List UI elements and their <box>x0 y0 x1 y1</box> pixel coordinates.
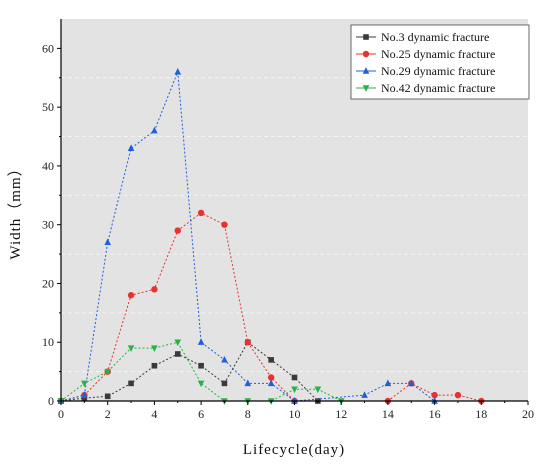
data-point <box>221 380 228 387</box>
data-point <box>197 209 205 217</box>
y-axis-title: Width（mm） <box>7 160 24 259</box>
x-tick-label: 10 <box>289 407 301 421</box>
legend-label: No.3 dynamic fracture <box>381 30 489 44</box>
data-point <box>151 126 158 134</box>
y-tick-label: 40 <box>42 159 54 173</box>
data-point <box>244 339 251 346</box>
data-point <box>198 362 204 369</box>
x-axis-title: Lifecycle(day) <box>243 442 345 458</box>
data-point <box>291 386 298 394</box>
x-tick-label: 0 <box>58 407 64 421</box>
tick-labels: 0 2 4 6 8 10 12 14 16 18 20 0 10 20 30 40 50 60 <box>42 41 534 421</box>
legend-label: No.42 dynamic fracture <box>381 81 495 95</box>
x-tick-label: 14 <box>382 407 394 421</box>
x-tick-label: 2 <box>105 407 111 421</box>
data-point <box>104 368 111 376</box>
x-tick-label: 4 <box>151 407 157 421</box>
legend-marker <box>362 50 370 58</box>
data-point <box>384 379 392 387</box>
data-point <box>407 379 415 387</box>
data-point <box>128 380 134 387</box>
legend: No.3 dynamic fracture No.25 dynamic fract… <box>350 24 530 100</box>
data-point <box>174 67 182 75</box>
legend-label: No.25 dynamic fracture <box>381 47 495 61</box>
legend-marker <box>362 85 370 92</box>
y-tick-label: 10 <box>42 335 54 349</box>
data-point <box>81 380 88 388</box>
axes <box>57 19 529 405</box>
legend-item: No.25 dynamic fracture <box>356 47 495 61</box>
x-tick-label: 20 <box>522 407 534 421</box>
data-point <box>291 374 298 381</box>
y-tick-label: 50 <box>42 100 54 114</box>
data-point <box>267 379 275 387</box>
data-point <box>81 391 88 398</box>
legend-label: No.29 dynamic fracture <box>381 64 495 78</box>
data-point <box>221 221 228 228</box>
legend-marker <box>362 67 370 74</box>
data-point <box>127 144 135 151</box>
data-point <box>244 379 252 387</box>
x-tick-label: 8 <box>245 407 251 421</box>
data-point <box>174 339 182 347</box>
x-tick-label: 6 <box>198 407 204 421</box>
data-point <box>174 227 181 234</box>
x-tick-label: 12 <box>335 407 347 421</box>
data-point <box>268 357 274 363</box>
data-point <box>104 238 111 246</box>
y-tick-label: 20 <box>42 276 54 290</box>
x-tick-label: 18 <box>475 407 487 421</box>
data-point <box>314 386 322 394</box>
legend-item: No.3 dynamic fracture <box>356 30 489 44</box>
data-point <box>127 345 135 353</box>
data-point <box>431 391 438 399</box>
series-line <box>60 212 482 402</box>
legend-box <box>350 24 530 100</box>
y-tick-label: 60 <box>42 41 54 55</box>
gridlines <box>61 77 528 373</box>
series-line <box>60 341 319 402</box>
data-point <box>267 374 275 381</box>
y-tick-label: 30 <box>42 218 54 232</box>
data-point <box>197 338 205 345</box>
y-tick-label: 0 <box>48 394 54 408</box>
data-point <box>221 355 228 363</box>
data-point <box>197 380 205 388</box>
data-point <box>361 391 368 398</box>
legend-item: No.42 dynamic fracture <box>356 81 495 95</box>
data-point <box>174 351 181 357</box>
x-tick-label: 16 <box>429 407 441 421</box>
data-point <box>151 286 158 293</box>
data-point <box>104 393 111 400</box>
data-point <box>151 345 158 353</box>
data-point <box>151 362 158 369</box>
data-point <box>127 292 135 299</box>
legend-marker <box>363 34 369 40</box>
data-point <box>454 391 462 399</box>
legend-item: No.29 dynamic fracture <box>356 64 495 78</box>
